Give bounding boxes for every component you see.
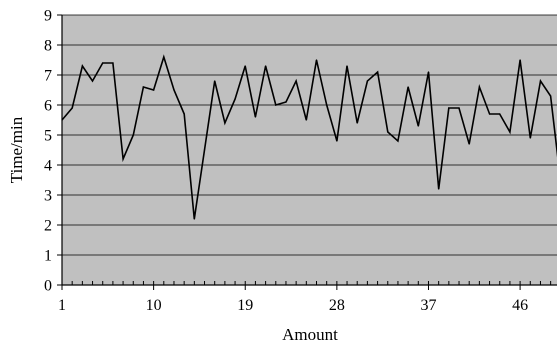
data-point-10 <box>153 89 155 91</box>
data-point-13 <box>183 113 185 115</box>
y-tick-label-3: 3 <box>44 188 52 205</box>
data-point-18 <box>234 98 236 100</box>
data-point-24 <box>295 80 297 82</box>
data-point-42 <box>478 86 480 88</box>
data-point-21 <box>265 65 267 67</box>
x-tick-label-19: 19 <box>237 297 253 314</box>
x-tick-label-10: 10 <box>146 297 162 314</box>
data-point-15 <box>203 149 206 151</box>
data-point-49 <box>550 95 552 97</box>
data-point-35 <box>407 86 409 88</box>
y-tick-label-6: 6 <box>44 98 52 115</box>
data-point-33 <box>387 131 389 133</box>
y-tick-label-0: 0 <box>44 278 52 295</box>
series-line <box>61 54 557 220</box>
y-tick-label-8: 8 <box>44 38 52 55</box>
plot-background <box>62 15 557 285</box>
data-point-28 <box>336 140 338 142</box>
data-point-7 <box>122 158 124 160</box>
x-tick-label-46: 46 <box>512 297 528 314</box>
x-axis-ticks: 110192837465564738291100 <box>58 285 528 314</box>
data-point-25 <box>305 119 307 121</box>
y-axis-ticks: 0 1 2 3 4 5 6 7 8 9 <box>44 8 62 295</box>
y-tick-label-5: 5 <box>44 128 52 145</box>
data-point-48 <box>539 80 542 82</box>
data-point-2 <box>71 107 73 109</box>
data-point-22 <box>275 104 277 106</box>
data-point-31 <box>366 80 368 82</box>
data-point-37 <box>427 71 430 73</box>
data-point-19 <box>244 65 246 67</box>
y-tick-label-7: 7 <box>44 68 52 85</box>
data-point-41 <box>468 143 470 145</box>
data-point-36 <box>417 125 419 127</box>
data-point-20 <box>254 116 256 118</box>
data-point-26 <box>315 59 318 61</box>
y-axis-title: Time/min <box>7 116 26 183</box>
x-axis-title: Amount <box>282 325 338 344</box>
data-points <box>61 56 552 220</box>
data-point-46 <box>519 59 521 61</box>
data-point-29 <box>346 65 348 67</box>
x-tick-label-1: 1 <box>58 297 66 314</box>
y-tick-label-4: 4 <box>44 158 52 175</box>
y-tick-label-2: 2 <box>44 218 52 235</box>
data-point-16 <box>214 80 216 82</box>
data-point-47 <box>529 137 531 139</box>
data-point-11 <box>163 56 165 58</box>
data-point-12 <box>173 89 175 91</box>
data-point-43 <box>489 113 491 115</box>
data-point-32 <box>377 71 379 73</box>
data-point-17 <box>224 122 226 124</box>
data-point-5 <box>102 62 104 64</box>
data-point-4 <box>91 80 94 82</box>
y-tick-label-9: 9 <box>44 8 52 25</box>
x-minor-ticks <box>61 281 552 285</box>
x-tick-label-28: 28 <box>329 297 345 314</box>
data-point-3 <box>81 65 83 67</box>
data-point-6 <box>112 62 114 64</box>
data-point-8 <box>132 134 134 136</box>
data-point-9 <box>142 86 144 88</box>
data-point-34 <box>397 140 399 142</box>
data-point-44 <box>499 113 501 115</box>
data-point-14 <box>193 218 195 220</box>
data-point-40 <box>458 107 460 109</box>
data-point-45 <box>509 131 511 133</box>
data-point-38 <box>438 188 440 190</box>
data-point-1 <box>61 119 63 121</box>
data-point-23 <box>285 101 287 103</box>
data-point-30 <box>356 122 358 124</box>
data-point-27 <box>326 104 328 106</box>
y-tick-label-1: 1 <box>44 248 52 265</box>
x-tick-label-37: 37 <box>420 297 436 314</box>
data-point-39 <box>448 107 450 109</box>
